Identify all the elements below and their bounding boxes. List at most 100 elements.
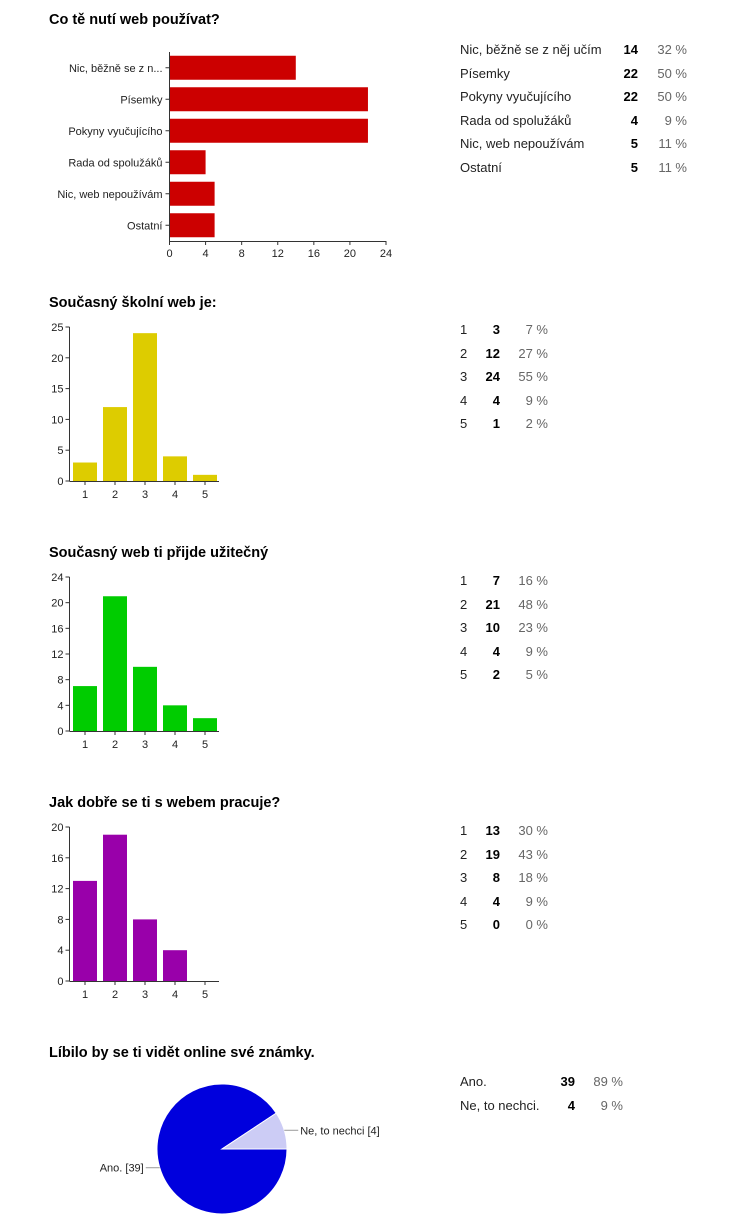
stats-percent: 89 %	[593, 1074, 623, 1090]
y-tick-label: 20	[51, 598, 63, 610]
stats-percent: 55 %	[518, 369, 548, 385]
stats-percent: 18 %	[518, 870, 548, 886]
stats-row: 1 13 30 %	[460, 819, 548, 843]
stats-percent: 48 %	[518, 596, 548, 612]
x-tick-label: 3	[142, 739, 148, 751]
y-tick-label: 0	[57, 726, 63, 738]
x-tick-label: 5	[202, 489, 208, 501]
bar	[103, 596, 127, 731]
stats-percent: 32 %	[657, 42, 687, 58]
stats-count: 10	[485, 620, 500, 636]
stats-count: 4	[492, 893, 500, 909]
stats-label: 5	[460, 416, 468, 432]
x-tick-label: 2	[112, 989, 118, 1001]
x-tick-label: 3	[142, 989, 148, 1001]
y-tick-label: 5	[57, 445, 63, 457]
stats-label: 3	[460, 870, 468, 886]
stats-row: Písemky 22 50 %	[460, 62, 687, 86]
stats-label: 5	[460, 917, 468, 933]
category-label: Nic, běžně se z n...	[69, 63, 163, 75]
y-tick-label: 4	[57, 700, 63, 712]
chart-title: Líbilo by se ti vidět online své známky.	[49, 1045, 315, 1061]
stats-count: 21	[485, 596, 500, 612]
stats-count: 0	[492, 917, 500, 933]
stats-row: 4 4 9 %	[460, 890, 548, 914]
chart-section-2: Současný školní web je: 1 2 3 4 5 0 5 10 15 20 25 …	[0, 295, 746, 515]
stats-table: Ano. 39 89 % Ne, to nechci. 4 9 %	[460, 1070, 623, 1117]
pie-chart: Ano. [39] Ne, to nechci [4]	[100, 1083, 380, 1215]
stats-label: 5	[460, 667, 468, 683]
y-tick-label: 25	[51, 322, 63, 334]
stats-count: 4	[630, 112, 638, 128]
y-tick-label: 20	[51, 353, 63, 365]
bar	[73, 462, 97, 481]
stats-count: 4	[567, 1097, 575, 1113]
pie-callout-label: Ano. [39]	[100, 1163, 144, 1175]
stats-percent: 27 %	[518, 345, 548, 361]
stats-count: 22	[623, 89, 638, 105]
bar	[133, 333, 157, 481]
stats-label: 1	[460, 823, 468, 839]
bar	[169, 55, 296, 80]
bar	[193, 474, 217, 481]
stats-count: 4	[492, 643, 500, 659]
y-tick-label: 24	[51, 572, 63, 584]
stats-label: Ne, to nechci.	[460, 1097, 540, 1113]
y-tick-label: 10	[51, 414, 63, 426]
bar	[169, 213, 215, 238]
bar	[163, 950, 187, 981]
x-tick-label: 5	[202, 989, 208, 1001]
bar	[169, 118, 368, 143]
stats-label: 2	[460, 345, 468, 361]
x-tick-label: 4	[172, 739, 178, 751]
x-tick-label: 12	[272, 248, 284, 260]
x-tick-label: 8	[239, 248, 245, 260]
y-tick-label: 15	[51, 384, 63, 396]
x-tick-label: 24	[380, 248, 392, 260]
x-tick-label: 3	[142, 489, 148, 501]
stats-row: Nic, web nepoužívám 5 11 %	[460, 132, 687, 156]
stats-count: 22	[623, 65, 638, 81]
x-tick-label: 1	[82, 489, 88, 501]
y-tick-label: 8	[57, 675, 63, 687]
stats-row: 4 4 9 %	[460, 389, 548, 413]
stats-percent: 11 %	[658, 159, 687, 175]
chart-section-1: Co tě nutí web používat? Nic, běžně se z…	[0, 12, 746, 282]
y-tick-label: 8	[57, 914, 63, 926]
chart-title: Jak dobře se ti s webem pracuje?	[49, 795, 281, 811]
pie-callout-label: Ne, to nechci [4]	[300, 1125, 380, 1137]
stats-count: 5	[630, 136, 638, 152]
category-label: Pokyny vyučujícího	[68, 126, 162, 138]
stats-percent: 9 %	[525, 893, 548, 909]
stats-percent: 2 %	[525, 416, 548, 432]
y-tick-label: 16	[51, 853, 63, 865]
stats-label: Nic, web nepoužívám	[460, 136, 585, 152]
stats-count: 7	[492, 573, 500, 589]
stats-count: 2	[492, 667, 500, 683]
stats-row: 5 2 5 %	[460, 663, 548, 687]
category-label: Písemky	[120, 94, 163, 106]
stats-percent: 9 %	[525, 392, 548, 408]
bar	[133, 919, 157, 981]
chart-section-4: Jak dobře se ti s webem pracuje? 1 2 3 4 5 0 4…	[0, 795, 746, 1015]
y-tick-label: 12	[51, 649, 63, 661]
stats-count: 12	[485, 345, 500, 361]
category-label: Nic, web nepoužívám	[57, 189, 162, 201]
stats-label: 4	[460, 893, 468, 909]
stats-count: 8	[492, 870, 500, 886]
bar-chart-vertical: 1 2 3 4 5 0 5 10 15 20 25	[51, 322, 219, 501]
stats-count: 14	[623, 42, 638, 58]
bar	[103, 407, 127, 481]
bar	[169, 181, 215, 206]
stats-label: 1	[460, 322, 468, 338]
bar	[73, 880, 97, 981]
bar	[193, 718, 217, 731]
y-tick-label: 4	[57, 945, 63, 957]
stats-row: 5 0 0 %	[460, 913, 548, 937]
stats-label: 1	[460, 573, 468, 589]
x-tick-label: 1	[82, 739, 88, 751]
stats-row: 3 24 55 %	[460, 365, 548, 389]
y-tick-label: 0	[57, 976, 63, 988]
stats-label: Písemky	[460, 65, 510, 81]
